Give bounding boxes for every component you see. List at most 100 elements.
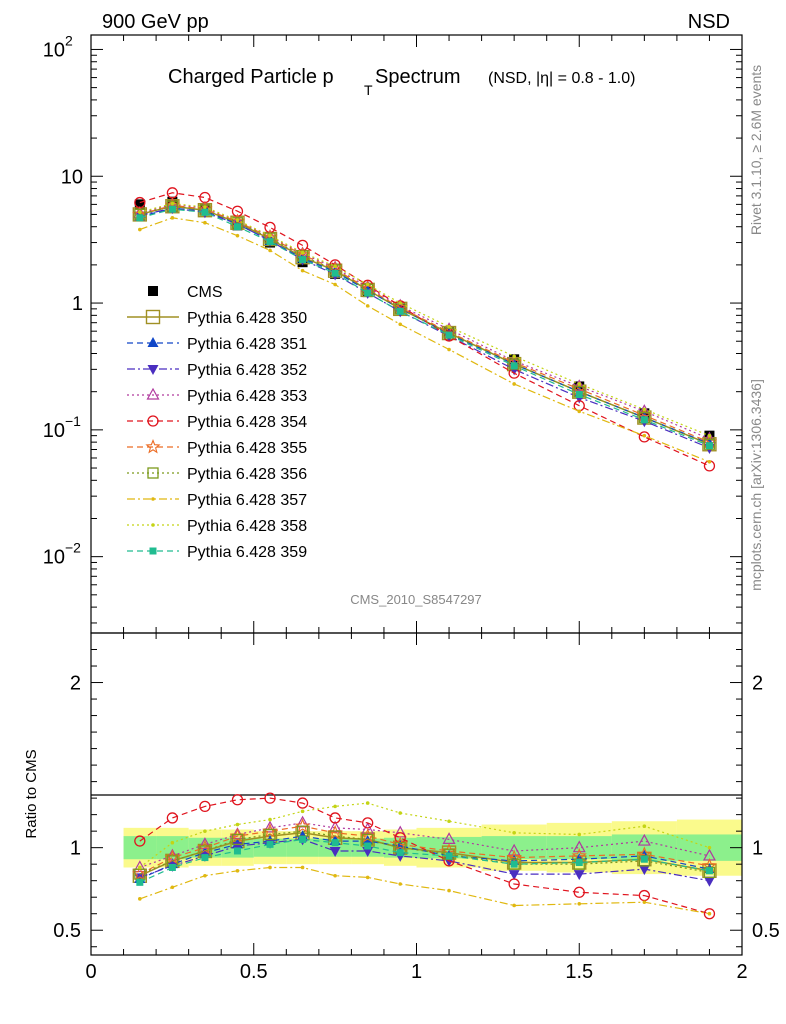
ratio-point-pythia-6-428-358-4 [268, 817, 272, 822]
y-tick-label: 1 [72, 293, 83, 315]
ratio-point-pythia-6-428-357-2 [203, 873, 207, 878]
data-point-pythia-6-428-357-0 [138, 227, 142, 232]
ratio-point-pythia-6-428-359-10 [510, 860, 518, 868]
data-point-pythia-6-428-358-10 [512, 354, 516, 359]
ratio-point-pythia-6-428-353-11 [572, 840, 586, 853]
legend-marker [151, 523, 155, 527]
data-point-pythia-6-428-358-1 [170, 201, 175, 206]
ratio-point-pythia-6-428-357-12 [642, 900, 647, 904]
ratio-line-pythia-6-428-355 [139, 825, 710, 875]
ratio-point-pythia-6-428-353-2 [198, 837, 212, 849]
ratio-point-pythia-6-428-359-7 [364, 842, 372, 850]
series-line-pythia-6-428-359 [139, 208, 710, 447]
y-tick-label-exponent: −2 [65, 540, 81, 556]
data-point-pythia-6-428-359-8 [396, 307, 404, 315]
ratio-line-pythia-6-428-359 [139, 838, 710, 883]
ratio-point-pythia-6-428-352-13 [703, 876, 715, 887]
data-point-pythia-6-428-358-5 [300, 250, 305, 255]
ratio-point-pythia-6-428-354-11 [573, 886, 585, 898]
series-pythia-6-428-357 [138, 216, 712, 464]
ratio-axes: 0.5 0.51 12 20 0.5 1 1.5 2 [53, 632, 780, 983]
title-subscript: T [364, 82, 373, 98]
legend-item-pythia-6-428-355: Pythia 6.428 355 [127, 438, 307, 457]
ratio-line-pythia-6-428-357 [139, 866, 710, 915]
legend-label: Pythia 6.428 359 [187, 544, 307, 561]
ratio-point-pythia-6-428-354-7 [362, 817, 374, 829]
legend-marker [149, 547, 157, 555]
data-point-pythia-6-428-358-6 [333, 264, 337, 269]
legend-item-pythia-6-428-358: Pythia 6.428 358 [127, 518, 307, 535]
legend-marker [147, 365, 159, 375]
data-point-pythia-6-428-358-12 [642, 407, 647, 412]
legend-marker [147, 337, 159, 347]
legend-label: Pythia 6.428 357 [187, 492, 307, 509]
data-point-pythia-6-428-359-10 [510, 362, 518, 370]
analysis-label: CMS_2010_S8547297 [350, 592, 482, 607]
data-point-pythia-6-428-357-11 [577, 409, 582, 414]
x-tick-label: 2 [736, 961, 747, 983]
data-point-pythia-6-428-359-6 [331, 269, 339, 277]
data-point-pythia-6-428-353-11 [572, 379, 586, 392]
ratio-point-pythia-6-428-356-4 [264, 828, 276, 841]
legend-label: Pythia 6.428 356 [187, 466, 307, 483]
legend-label: Pythia 6.428 355 [187, 440, 307, 457]
ratio-point-pythia-6-428-357-13 [707, 911, 712, 916]
ratio-point-pythia-6-428-358-8 [398, 811, 403, 815]
ratio-point-pythia-6-428-358-3 [235, 822, 240, 827]
data-point-pythia-6-428-358-11 [577, 382, 582, 386]
ratio-point-pythia-6-428-358-1 [170, 840, 175, 845]
ratio-y-tick-label-right: 2 [752, 673, 763, 695]
ratio-series-pythia-6-428-358 [138, 801, 712, 870]
main-series-group [132, 187, 718, 472]
stat-band [123, 836, 157, 860]
data-point-pythia-6-428-359-11 [575, 391, 583, 399]
legend-item-cms: CMS [148, 284, 223, 301]
ratio-point-pythia-6-428-358-10 [512, 831, 516, 835]
ratio-point-pythia-6-428-359-9 [445, 852, 453, 860]
ratio-series-pythia-6-428-359 [136, 835, 713, 886]
ratio-point-pythia-6-428-352-12 [638, 865, 650, 876]
ratio-point-pythia-6-428-352-10 [508, 870, 520, 881]
ratio-point-pythia-6-428-355-5 [294, 818, 311, 833]
ratio-point-pythia-6-428-357-6 [333, 873, 337, 878]
legend-item-pythia-6-428-353: Pythia 6.428 353 [127, 387, 307, 405]
data-point-pythia-6-428-356-13 [703, 438, 716, 450]
y-tick-label-base: 10 [43, 547, 65, 569]
legend-label: Pythia 6.428 358 [187, 518, 307, 535]
ratio-point-pythia-6-428-354-4 [264, 792, 276, 804]
legend-marker [147, 467, 159, 479]
ratio-point-pythia-6-428-357-11 [577, 902, 582, 906]
data-point-pythia-6-428-358-8 [398, 301, 403, 305]
legend-label: Pythia 6.428 350 [187, 310, 307, 327]
legend-item-pythia-6-428-354: Pythia 6.428 354 [127, 414, 307, 431]
data-point-pythia-6-428-357-7 [365, 304, 370, 308]
data-point-pythia-6-428-354-12 [638, 431, 650, 443]
ratio-point-pythia-6-428-359-11 [575, 859, 583, 867]
ratio-point-pythia-6-428-354-5 [296, 797, 309, 809]
ratio-y-tick-label: 0.5 [53, 920, 81, 942]
ratio-point-pythia-6-428-357-1 [170, 885, 175, 890]
ratio-point-pythia-6-428-357-4 [268, 865, 272, 870]
ratio-point-pythia-6-428-356-10 [508, 858, 520, 870]
legend-label: Pythia 6.428 352 [187, 362, 307, 379]
y-tick-label: 10 [61, 166, 83, 188]
ratio-point-pythia-6-428-358-7 [365, 801, 370, 805]
legend-marker [145, 438, 161, 454]
stat-band [286, 838, 319, 857]
y-tick-label-base: 10 [43, 420, 65, 442]
ratio-point-pythia-6-428-357-3 [235, 868, 240, 873]
data-point-pythia-6-428-359-9 [445, 331, 453, 339]
ratio-point-pythia-6-428-353-10 [507, 843, 521, 856]
x-tick-label: 0 [85, 961, 96, 983]
ratio-series-pythia-6-428-357 [138, 865, 712, 916]
ratio-point-pythia-6-428-354-13 [703, 908, 716, 920]
y-tick-label-base: 10 [43, 39, 65, 61]
stat-band [481, 836, 547, 860]
ratio-point-pythia-6-428-358-0 [138, 865, 142, 870]
ratio-point-pythia-6-428-358-6 [333, 804, 337, 809]
x-tick-label: 0.5 [240, 961, 268, 983]
ratio-point-pythia-6-428-357-7 [365, 875, 370, 880]
ratio-point-pythia-6-428-359-0 [136, 878, 144, 886]
title-rest: Spectrum [375, 66, 461, 88]
